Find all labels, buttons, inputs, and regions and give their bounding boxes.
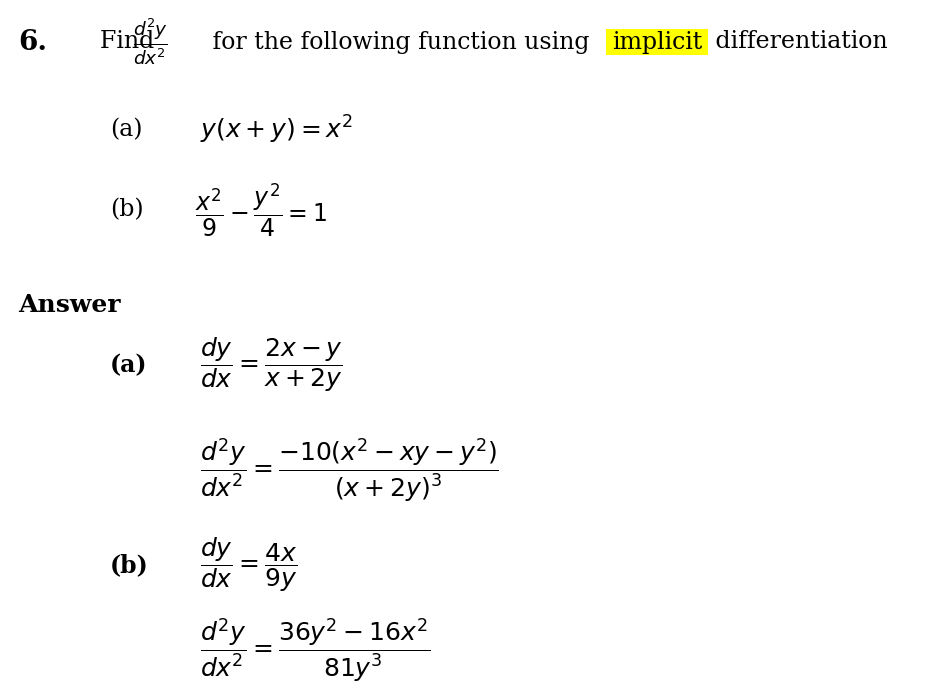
Text: 6.: 6. [18,29,47,56]
Text: $\dfrac{dy}{dx} = \dfrac{4x}{9y}$: $\dfrac{dy}{dx} = \dfrac{4x}{9y}$ [200,536,297,594]
Text: (b): (b) [110,553,149,577]
FancyBboxPatch shape [606,29,708,55]
Text: Find: Find [100,31,162,54]
Text: $\dfrac{d^2y}{dx^2} = \dfrac{36y^2 - 16x^2}{81y^3}$: $\dfrac{d^2y}{dx^2} = \dfrac{36y^2 - 16x… [200,616,430,683]
Text: $\dfrac{d^2y}{dx^2} = \dfrac{-10(x^2 - xy - y^2)}{(x + 2y)^3}$: $\dfrac{d^2y}{dx^2} = \dfrac{-10(x^2 - x… [200,436,499,504]
Text: differentiation: differentiation [708,31,887,54]
Text: for the following function using: for the following function using [205,31,597,54]
Text: implicit: implicit [612,31,702,54]
Text: $y(x + y) = x^2$: $y(x + y) = x^2$ [200,114,353,146]
Text: (b): (b) [110,198,144,221]
Text: $\frac{d^2y}{dx^2}$: $\frac{d^2y}{dx^2}$ [133,17,168,68]
Text: Answer: Answer [18,293,120,317]
Text: $\dfrac{dy}{dx} = \dfrac{2x-y}{x+2y}$: $\dfrac{dy}{dx} = \dfrac{2x-y}{x+2y}$ [200,335,343,395]
Text: $\dfrac{x^2}{9} - \dfrac{y^2}{4} = 1$: $\dfrac{x^2}{9} - \dfrac{y^2}{4} = 1$ [195,181,327,239]
Text: (a): (a) [110,118,143,141]
Text: (a): (a) [110,353,148,377]
